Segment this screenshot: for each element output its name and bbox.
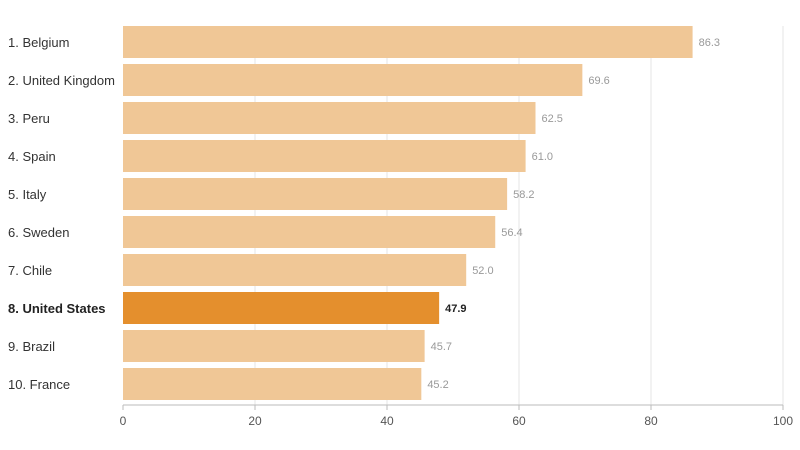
category-label: 5. Italy: [8, 187, 47, 202]
bars: [123, 26, 693, 400]
value-labels: 86.3 69.6 62.5 61.0 58.2 56.4 52.0 47.9 45.7 45.2: [427, 37, 720, 391]
category-label: 7. Chile: [8, 263, 52, 278]
tick-label: 80: [644, 414, 658, 428]
bar: [123, 292, 440, 324]
category-label: 6. Sweden: [8, 225, 69, 240]
tick-label: 40: [380, 414, 394, 428]
bar: [123, 254, 467, 286]
value-label: 69.6: [588, 75, 609, 87]
category-label: 9. Brazil: [8, 339, 55, 354]
tick-label: 0: [120, 414, 127, 428]
bar: [123, 216, 496, 248]
category-labels: 1. Belgium 2. United Kingdom 3. Peru 4. Spa…: [8, 35, 115, 392]
bar: [123, 140, 526, 172]
value-label: 47.9: [445, 303, 466, 315]
category-label: 8. United States: [8, 301, 106, 316]
category-label: 4. Spain: [8, 149, 56, 164]
bar: [123, 178, 508, 210]
tick-label: 20: [248, 414, 262, 428]
tick-label: 60: [512, 414, 526, 428]
bar: [123, 330, 425, 362]
category-label: 3. Peru: [8, 111, 50, 126]
category-label: 1. Belgium: [8, 35, 69, 50]
value-label: 45.7: [431, 341, 452, 353]
bar: [123, 64, 583, 96]
value-label: 45.2: [427, 379, 448, 391]
bar: [123, 102, 536, 134]
x-tick-labels: 0 20 40 60 80 100: [120, 405, 793, 428]
value-label: 62.5: [542, 113, 563, 125]
category-label: 2. United Kingdom: [8, 73, 115, 88]
value-label: 58.2: [513, 189, 534, 201]
value-label: 56.4: [501, 227, 522, 239]
tick-label: 100: [773, 414, 793, 428]
category-label: 10. France: [8, 377, 70, 392]
value-label: 86.3: [699, 37, 720, 49]
value-label: 61.0: [532, 151, 553, 163]
bar: [123, 368, 422, 400]
value-label: 52.0: [472, 265, 493, 277]
bar: [123, 26, 693, 58]
